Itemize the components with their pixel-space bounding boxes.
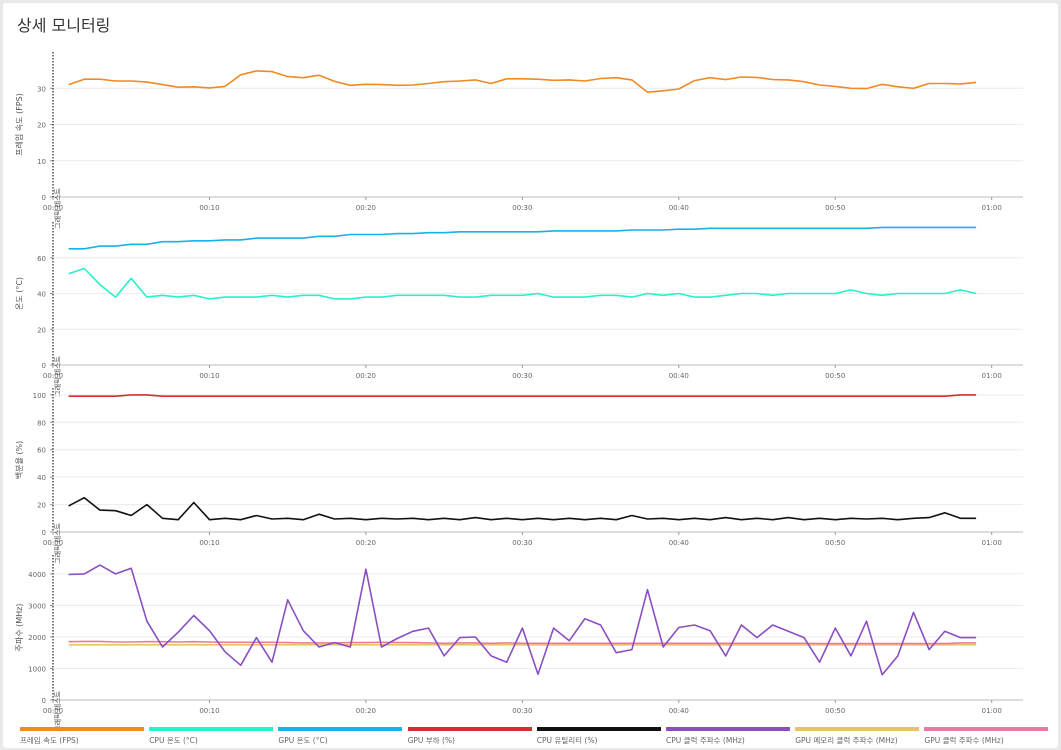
x-tick-label: 00:20 [356,204,376,212]
x-tick-label: 00:30 [512,707,532,715]
y-axis-label: 백분율 (%) [14,441,24,479]
y-tick-label: 3000 [28,602,46,610]
series-line [68,70,977,93]
series-line [68,394,977,398]
legend-item[interactable]: GPU 클럭 주파수 (MHz) [924,727,1050,747]
x-tick-label: 01:00 [982,204,1002,212]
legend-swatch [536,727,661,731]
test-marker-label: 그래픽 테스트 [53,690,62,731]
legend-swatch [666,727,790,731]
x-tick-label: 00:30 [512,204,532,212]
x-tick-label: 00:20 [356,539,376,547]
y-tick-label: 30 [37,85,46,93]
legend-label: GPU 온도 (°C) [278,736,328,745]
test-marker-label: 그래픽 테스트 [53,187,62,228]
y-tick-label: 0 [42,362,46,370]
x-tick-label: 00:10 [199,707,219,715]
x-tick-label: 01:00 [982,372,1002,380]
legend-swatch [924,727,1049,731]
y-tick-label: 60 [37,255,46,263]
x-tick-label: 00:20 [356,372,376,380]
x-tick-label: 00:00 [43,539,63,547]
legend-label: CPU 온도 (°C) [149,736,198,745]
series-line [68,267,977,300]
legend-swatch [795,727,920,731]
y-tick-label: 100 [33,392,46,400]
chart-2: 0 20 40 60 00:00 00:10 00:20 00:30 00:40 00:50 01:… [15,222,1023,397]
y-tick-label: 1000 [28,665,46,673]
x-tick-label: 00:40 [669,707,689,715]
chart-4: 0 1000 2000 3000 4000 00:00 00:10 00:20 00:30 00:… [15,555,1023,732]
x-tick-label: 00:30 [512,539,532,547]
x-tick-label: 01:00 [982,539,1002,547]
y-tick-label: 80 [37,419,46,427]
x-tick-label: 00:20 [356,707,376,715]
y-tick-label: 2000 [28,634,46,642]
legend-item[interactable]: GPU 부하 (%) [407,727,534,747]
legend-label: CPU 클럭 주파수 (MHz) [666,736,745,745]
page-title: 상세 모니터링 [17,16,111,35]
x-tick-label: 00:00 [43,204,63,212]
legend-label: GPU 메모리 클럭 주파수 (MHz) [795,736,898,745]
y-tick-label: 20 [37,326,46,334]
x-tick-label: 00:30 [512,372,532,380]
x-tick-label: 00:40 [669,204,689,212]
x-tick-label: 00:50 [825,372,845,380]
x-tick-label: 00:40 [669,372,689,380]
legend-label: GPU 부하 (%) [407,736,455,745]
x-tick-label: 00:50 [825,204,845,212]
legend-item[interactable]: CPU 유틸리티 (%) [536,727,663,747]
y-axis-label: 프레임 속도 (FPS) [15,93,24,156]
x-tick-label: 00:00 [43,372,63,380]
y-axis-label: 온도 (°C) [15,277,24,310]
x-tick-label: 00:50 [825,539,845,547]
legend-swatch [149,727,274,731]
legend-item[interactable]: 프레임 속도 (FPS) [20,727,146,747]
legend-swatch [278,727,403,731]
y-tick-label: 40 [37,291,46,299]
legend-swatch [20,727,144,731]
x-tick-label: 00:10 [199,372,219,380]
series-line [68,564,977,676]
legend-item[interactable]: CPU 클럭 주파수 (MHz) [666,727,792,747]
legend-item[interactable]: CPU 온도 (°C) [149,727,275,747]
y-axis-label: 주파수 (MHz) [15,604,24,652]
legend-label: CPU 유틸리티 (%) [536,736,598,745]
x-tick-label: 00:10 [199,539,219,547]
test-marker-label: 그래픽 테스트 [53,355,62,396]
chart-3: 0 20 40 60 80 100 00:00 00:10 00:20 00:30 00:40 00:… [14,388,1023,564]
x-tick-label: 01:00 [982,707,1002,715]
x-tick-label: 00:50 [825,707,845,715]
y-tick-label: 20 [37,502,46,510]
y-tick-label: 10 [37,158,46,166]
legend-label: GPU 클럭 주파수 (MHz) [924,736,1004,745]
x-tick-label: 00:10 [199,204,219,212]
y-tick-label: 60 [37,447,46,455]
x-tick-label: 00:00 [43,707,63,715]
y-tick-label: 0 [42,194,46,202]
monitoring-panel: 상세 모니터링 [3,3,1058,748]
legend-item[interactable]: GPU 온도 (°C) [278,727,404,747]
legend-item[interactable]: GPU 메모리 클럭 주파수 (MHz) [795,727,921,747]
series-line [68,226,977,250]
y-tick-label: 20 [37,122,46,130]
legend-swatch [407,727,532,731]
y-tick-label: 40 [37,474,46,482]
series-line [68,640,977,645]
x-tick-label: 00:40 [669,539,689,547]
y-tick-label: 4000 [28,571,46,579]
y-tick-label: 0 [42,697,46,705]
legend: 프레임 속도 (FPS) CPU 온도 (°C) GPU 온도 (°C) GPU 부하… [20,727,1061,749]
test-marker-label: 그래픽 테스트 [53,522,62,563]
y-tick-label: 0 [42,529,46,537]
chart-1: 0 10 20 30 00:00 00:10 00:20 00:30 00:40 00:50 01:… [15,52,1023,229]
series-line [68,496,977,521]
legend-label: 프레임 속도 (FPS) [20,736,79,745]
